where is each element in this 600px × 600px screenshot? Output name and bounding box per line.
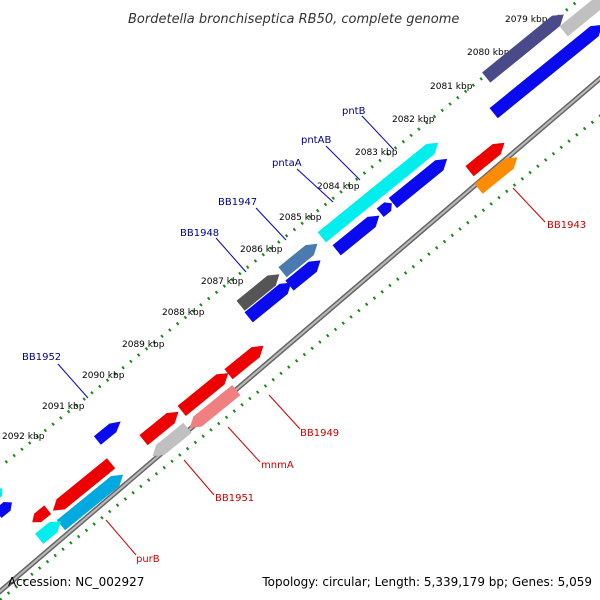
tick-label: 2080 kbp	[467, 48, 510, 58]
tick-label: 2090 kbp	[82, 371, 125, 381]
map-title: Bordetella bronchiseptica RB50, complete…	[128, 12, 459, 27]
gene-arrow	[465, 142, 505, 177]
gene-arrow	[32, 505, 52, 523]
leader-line	[215, 237, 247, 273]
gene-label: mnmA	[261, 460, 294, 471]
leader-line	[255, 207, 287, 241]
leader-line	[227, 426, 261, 463]
tick-label: 2088 kbp	[162, 308, 205, 318]
gene-arrow	[189, 385, 241, 428]
gene-arrow	[236, 274, 280, 311]
leader-line	[361, 115, 395, 151]
tick-label: 2087 kbp	[201, 277, 244, 287]
gene-arrow	[93, 421, 121, 445]
gene-arrow	[139, 411, 179, 446]
tick-track-outer	[0, 0, 582, 469]
tick-track-inner	[0, 114, 600, 600]
gene-label: pntaA	[272, 158, 302, 169]
leader-line	[183, 459, 215, 496]
gene-label: pntB	[342, 106, 366, 117]
gene-arrow	[152, 422, 192, 457]
leader-line	[105, 519, 137, 556]
tick-label: 2089 kbp	[122, 340, 165, 350]
tick-label: 2086 kbp	[240, 245, 283, 255]
gene-label: BB1949	[300, 428, 339, 439]
tick-label: 2082 kbp	[392, 115, 435, 125]
tick-label: 2083 kbp	[355, 148, 398, 158]
gene-features	[0, 0, 600, 544]
gene-label: BB1943	[547, 220, 586, 231]
accession-text: Accession: NC_002927	[8, 575, 144, 589]
gene-arrow	[388, 158, 448, 209]
gene-label: BB1948	[180, 228, 219, 239]
tick-label: 2091 kbp	[42, 402, 85, 412]
tick-label: 2079 kbp	[505, 15, 548, 25]
gene-label: BB1951	[215, 493, 254, 504]
gene-arrow	[278, 243, 318, 278]
gene-label: pntAB	[301, 135, 331, 146]
gene-arrow	[317, 142, 439, 243]
gene-arrow	[376, 202, 392, 217]
gene-arrow	[489, 24, 600, 119]
leader-line	[325, 145, 361, 181]
gene-arrow	[332, 215, 380, 256]
gene-arrow	[559, 0, 600, 37]
gene-arrow	[177, 373, 229, 416]
gene-arrow	[56, 474, 124, 531]
gene-arrow	[285, 260, 321, 291]
leader-line	[268, 394, 301, 430]
gene-arrow	[52, 458, 116, 511]
gene-arrow	[0, 502, 12, 518]
gene-arrow	[224, 345, 264, 380]
leader-line	[296, 168, 334, 203]
leader-line	[57, 363, 89, 399]
gene-arrow	[482, 14, 564, 83]
gene-arrow	[474, 157, 518, 194]
gene-label: BB1947	[218, 197, 257, 208]
tick-label: 2092 kbp	[2, 432, 45, 442]
gene-label: BB1952	[22, 352, 61, 363]
tick-label: 2084 kbp	[317, 182, 360, 192]
gene-label: purB	[136, 554, 160, 565]
gene-arrow	[0, 487, 3, 502]
tick-labels: 2079 kbp 2080 kbp 2081 kbp 2082 kbp 2083 kbp…	[2, 15, 548, 442]
gene-arrow	[244, 282, 292, 323]
tick-label: 2085 kbp	[279, 213, 322, 223]
leader-line	[512, 187, 546, 223]
gene-labels: pntB pntAB pntaA BB1947 BB1948 BB1952 BB1943 BB…	[22, 106, 586, 565]
backbone	[0, 75, 600, 595]
tick-label: 2081 kbp	[430, 82, 473, 92]
gene-arrow	[35, 521, 61, 544]
topology-summary: Topology: circular; Length: 5,339,179 bp…	[261, 575, 592, 589]
